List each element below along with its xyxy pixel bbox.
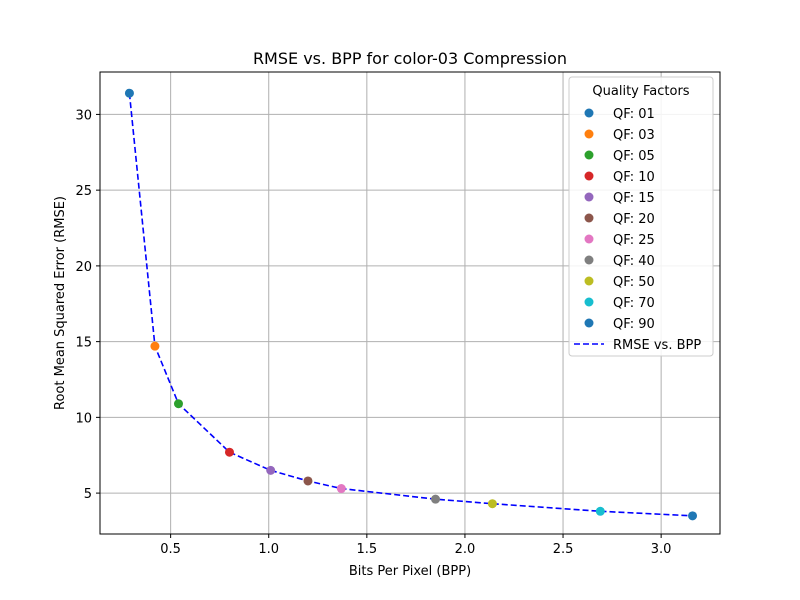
legend: Quality Factors QF: 01 QF: 03 QF: 05 QF: 10 Q…	[568, 76, 714, 357]
legend-marker	[584, 150, 594, 160]
legend-label: QF: 03	[613, 128, 655, 143]
axes-frame	[99, 71, 721, 535]
data-point	[173, 399, 183, 409]
legend-marker	[584, 234, 594, 244]
legend-label: QF: 10	[613, 170, 655, 185]
data-point	[595, 506, 605, 516]
legend-box	[568, 76, 714, 357]
y-tick-label: 20	[75, 260, 92, 275]
data-point	[224, 447, 234, 457]
legend-title: Quality Factors	[592, 84, 689, 99]
legend-label: QF: 05	[613, 149, 655, 164]
y-tick-label: 30	[75, 108, 92, 123]
x-tick-label: 3.0	[651, 542, 672, 557]
data-point	[688, 511, 698, 521]
data-point	[266, 465, 276, 475]
y-tick-label: 10	[75, 411, 92, 426]
legend-marker	[584, 213, 594, 223]
points	[124, 88, 698, 521]
x-tick-label: 2.5	[553, 542, 574, 557]
legend-marker	[584, 255, 594, 265]
x-axis-label: Bits Per Pixel (BPP)	[349, 564, 471, 579]
data-point	[431, 494, 441, 504]
x-tick-label: 1.5	[356, 542, 377, 557]
legend-marker	[584, 297, 594, 307]
data-point	[336, 484, 346, 494]
y-tick-label: 15	[75, 336, 92, 351]
y-tick-label: 5	[84, 487, 92, 502]
legend-marker	[584, 171, 594, 181]
data-point	[303, 476, 313, 486]
x-tick-label: 0.5	[160, 542, 181, 557]
y-axis-label: Root Mean Squared Error (RMSE)	[53, 196, 68, 410]
legend-label: QF: 25	[613, 233, 655, 248]
legend-marker	[584, 192, 594, 202]
legend-label: QF: 50	[613, 275, 655, 290]
legend-label: QF: 70	[613, 296, 655, 311]
legend-marker	[584, 129, 594, 139]
legend-marker	[584, 276, 594, 286]
data-point	[487, 499, 497, 509]
data-point	[124, 88, 134, 98]
legend-label: QF: 01	[613, 107, 655, 122]
legend-label: QF: 90	[613, 317, 655, 332]
legend-label: RMSE vs. BPP	[613, 338, 701, 353]
y-tick-label: 25	[75, 184, 92, 199]
data-point	[150, 341, 160, 351]
legend-label: QF: 20	[613, 212, 655, 227]
x-tick-label: 1.0	[258, 542, 279, 557]
legend-marker	[584, 108, 594, 118]
legend-label: QF: 15	[613, 191, 655, 206]
legend-label: QF: 40	[613, 254, 655, 269]
ticks: 0.5 1.0 1.5 2.0 2.5 3.0 5 10 15 20 25 30	[75, 108, 671, 557]
chart-title: RMSE vs. BPP for color-03 Compression	[253, 49, 567, 68]
legend-marker	[584, 318, 594, 328]
x-tick-label: 2.0	[455, 542, 476, 557]
